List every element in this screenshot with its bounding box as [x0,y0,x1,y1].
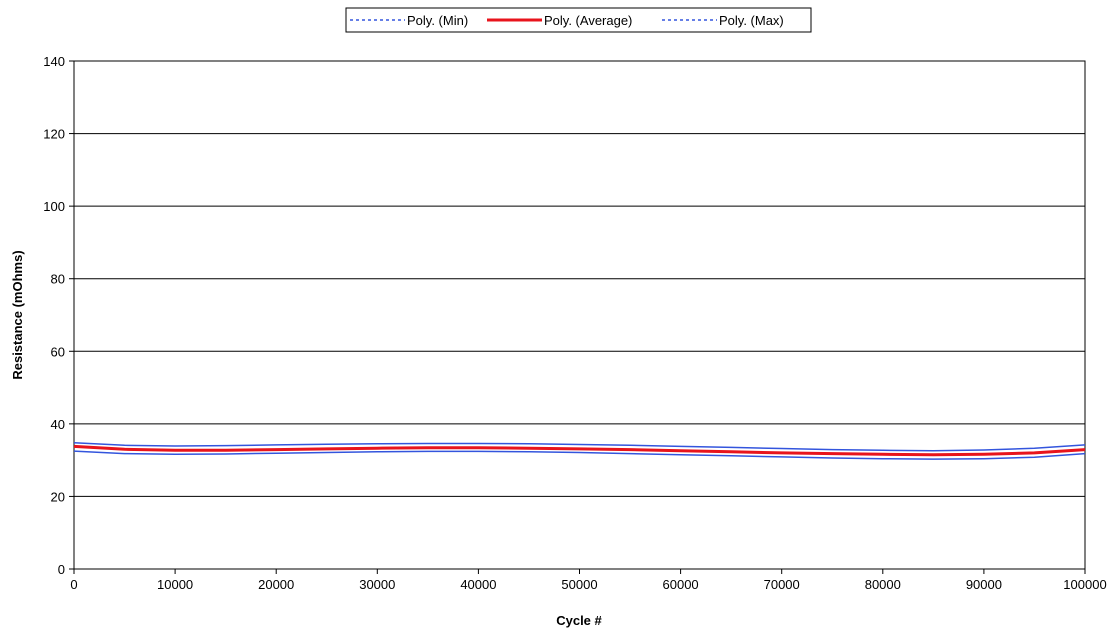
series-line-average [73,444,1086,457]
x-tick-label: 90000 [966,577,1002,592]
x-tick-label: 20000 [258,577,294,592]
y-axis-title: Resistance (mOhms) [10,250,25,379]
legend-label: Poly. (Max) [719,13,784,28]
x-tick-label: 40000 [460,577,496,592]
legend-label: Poly. (Average) [544,13,632,28]
x-tick-label: 0 [70,577,77,592]
legend-label: Poly. (Min) [407,13,468,28]
x-tick-label: 80000 [865,577,901,592]
y-tick-label: 0 [58,562,65,577]
x-tick-label: 50000 [561,577,597,592]
x-tick-label: 70000 [764,577,800,592]
axes: 0 20 40 60 80 100 120 140 0 10000 20000 30000 40000 5… [43,54,1106,592]
x-tick-label: 60000 [663,577,699,592]
x-axis-title: Cycle # [556,613,602,628]
x-tick-label: 100000 [1063,577,1106,592]
series-lines [73,441,1086,460]
series-line-max [73,441,1086,452]
legend: Poly. (Min) Poly. (Average) Poly. (Max) [345,7,812,33]
x-tick-label: 30000 [359,577,395,592]
legend-box [345,7,812,33]
y-tick-label: 20 [51,489,65,504]
x-tick-label: 10000 [157,577,193,592]
y-tick-label: 100 [43,199,65,214]
grid-lines [74,133,1085,497]
y-tick-label: 40 [51,417,65,432]
y-tick-label: 120 [43,127,65,142]
y-tick-label: 80 [51,272,65,287]
plot-area [73,60,1086,570]
y-tick-label: 140 [43,54,65,69]
series-line-min [73,450,1086,460]
y-tick-label: 60 [51,344,65,359]
